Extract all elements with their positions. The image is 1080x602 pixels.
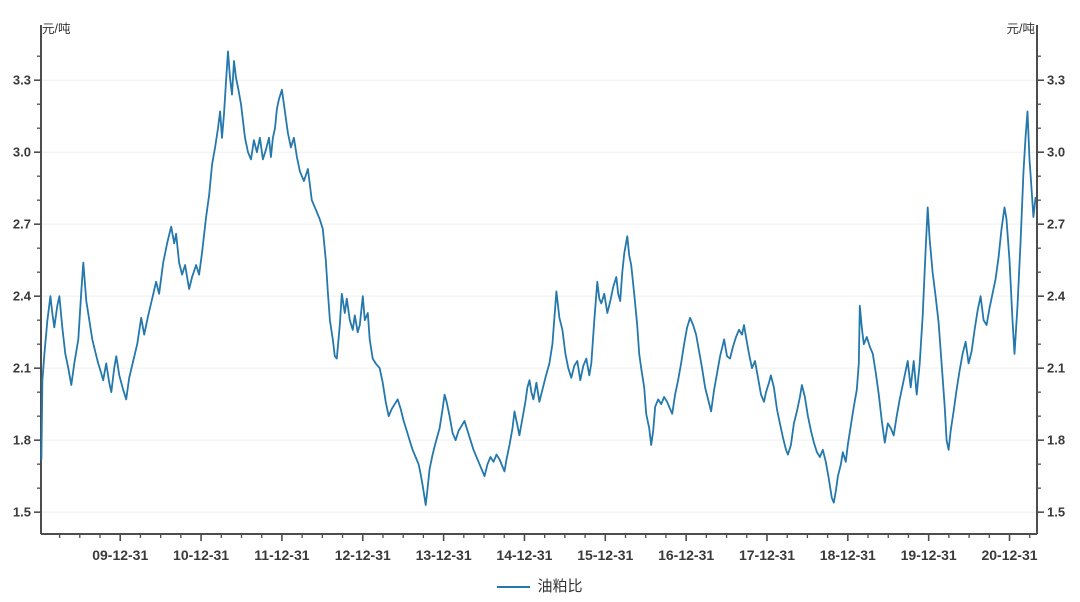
legend-label: 油粕比 (537, 578, 583, 595)
y-tick-label-left: 2.7 (13, 217, 31, 232)
x-tick-label: 14-12-31 (496, 547, 552, 563)
x-tick-label: 20-12-31 (981, 547, 1037, 563)
y-tick-label-left: 2.4 (13, 289, 32, 304)
y-axis-unit-right: 元/吨 (1006, 22, 1035, 36)
y-tick-label-left: 3.0 (13, 145, 31, 160)
legend-item[interactable]: 油粕比 (0, 579, 1080, 594)
y-tick-label-right: 3.0 (1047, 145, 1065, 160)
y-tick-label-right: 3.3 (1047, 73, 1065, 88)
gridlines (41, 79, 1037, 513)
series-line (40, 50, 1037, 506)
x-tick-label: 17-12-31 (739, 547, 795, 563)
y-tick-label-left: 1.5 (13, 505, 31, 520)
x-tick-label: 16-12-31 (658, 547, 714, 563)
x-tick-label: 12-12-31 (335, 547, 391, 563)
axes (40, 25, 1038, 535)
y-tick-label-right: 1.8 (1047, 433, 1065, 448)
x-tick-label: 19-12-31 (901, 547, 957, 563)
x-tick-label: 09-12-31 (92, 547, 148, 563)
y-tick-label-left: 2.1 (13, 361, 31, 376)
y-axis-unit-left: 元/吨 (42, 22, 71, 36)
y-tick-label-left: 3.3 (13, 73, 31, 88)
x-tick-label: 18-12-31 (820, 547, 876, 563)
x-axis-ticks: 09-12-31 10-12-31 11-12-31 12-12-31 13-12-31… (58, 534, 1038, 563)
y-tick-label-right: 1.5 (1047, 505, 1065, 520)
y-tick-label-right: 2.7 (1047, 217, 1065, 232)
x-tick-label: 13-12-31 (416, 547, 472, 563)
x-tick-label: 11-12-31 (254, 547, 309, 563)
x-tick-label: 15-12-31 (577, 547, 633, 563)
y-tick-label-left: 1.8 (13, 433, 31, 448)
y-tick-label-right: 2.1 (1047, 361, 1065, 376)
x-tick-label: 10-12-31 (173, 547, 229, 563)
legend-line-swatch (497, 585, 531, 588)
y-tick-label-right: 2.4 (1047, 289, 1066, 304)
series (40, 50, 1037, 506)
y-axis-ticks: 1.5 1.5 1.8 1.8 2.1 2.1 2.4 2.4 2.7 2.7 3.0 3.0 3.3 3… (13, 55, 1066, 520)
